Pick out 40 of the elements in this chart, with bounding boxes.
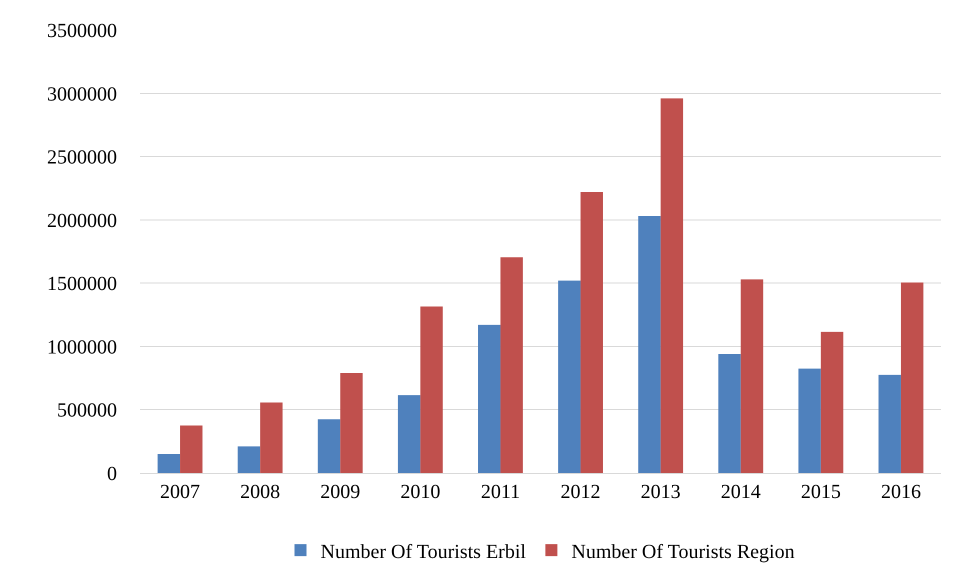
x-tick-label: 2016 <box>880 481 921 503</box>
bar <box>260 402 283 473</box>
y-tick-label: 500000 <box>57 400 117 422</box>
legend-label: Number Of Tourists Erbil <box>320 540 526 563</box>
y-tick-label: 3500000 <box>47 20 117 42</box>
bar <box>318 419 340 473</box>
bar <box>340 373 363 473</box>
x-tick-label: 2008 <box>240 481 280 503</box>
bar <box>900 282 924 473</box>
x-tick-label: 2015 <box>800 481 841 503</box>
bar <box>478 324 500 473</box>
x-tick-label: 2009 <box>320 481 360 503</box>
y-tick-label: 1000000 <box>47 336 117 358</box>
bar <box>660 98 684 473</box>
bar <box>238 446 260 473</box>
y-tick-label: 0 <box>107 463 117 485</box>
y-tick-label: 1500000 <box>47 273 117 296</box>
bar <box>158 454 180 473</box>
bar <box>580 192 603 473</box>
bar <box>638 216 661 473</box>
y-tick-label: 3000000 <box>47 83 117 106</box>
y-tick-label: 2000000 <box>47 210 117 232</box>
x-tick-label: 2007 <box>160 481 200 503</box>
bar <box>500 257 523 473</box>
bar <box>820 332 844 473</box>
bar <box>558 280 581 473</box>
bar <box>740 279 764 473</box>
bar <box>718 354 741 473</box>
bar <box>398 395 420 473</box>
bar <box>798 368 821 473</box>
x-tick-label: 2014 <box>720 481 761 503</box>
x-tick-label: 2010 <box>400 481 440 503</box>
x-tick-label: 2013 <box>640 481 681 503</box>
bar <box>180 426 202 473</box>
y-tick-label: 2500000 <box>47 146 117 169</box>
bar <box>420 306 443 473</box>
x-tick-label: 2011 <box>480 481 520 503</box>
x-tick-label: 2012 <box>560 481 601 503</box>
legend-label: Number Of Tourists Region <box>571 540 795 563</box>
bar <box>878 374 901 473</box>
